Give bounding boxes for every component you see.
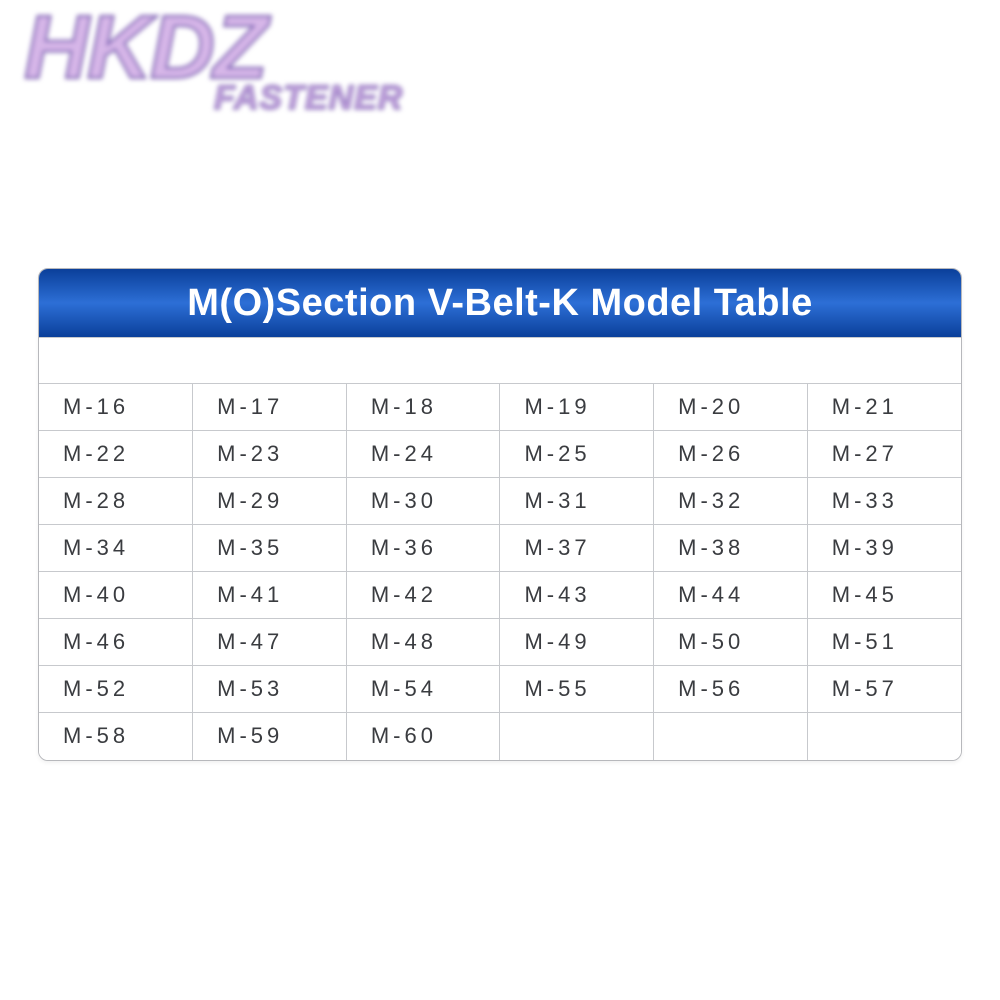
table-cell: M-19 xyxy=(500,384,654,431)
table-cell: M-59 xyxy=(193,713,347,760)
brand-logo: HKDZ FASTENER xyxy=(24,10,403,118)
table-cell: M-50 xyxy=(654,619,808,666)
table-cell: M-57 xyxy=(807,666,961,713)
table-cell: M-28 xyxy=(39,478,193,525)
table-cell: M-37 xyxy=(500,525,654,572)
table-cell: M-48 xyxy=(346,619,500,666)
table-cell: M-55 xyxy=(500,666,654,713)
table-cell: M-49 xyxy=(500,619,654,666)
table-cell: M-53 xyxy=(193,666,347,713)
table-cell: M-25 xyxy=(500,431,654,478)
table-cell: M-22 xyxy=(39,431,193,478)
table-row: M-16M-17M-18M-19M-20M-21 xyxy=(39,384,961,431)
table-cell: M-20 xyxy=(654,384,808,431)
table-cell: M-26 xyxy=(654,431,808,478)
table-title: M(O)Section V-Belt-K Model Table xyxy=(39,269,961,337)
table-cell: M-23 xyxy=(193,431,347,478)
table-cell: M-42 xyxy=(346,572,500,619)
table-cell: M-46 xyxy=(39,619,193,666)
table-cell: M-40 xyxy=(39,572,193,619)
table-cell: M-32 xyxy=(654,478,808,525)
table-cell: M-30 xyxy=(346,478,500,525)
table-cell: M-21 xyxy=(807,384,961,431)
table-row: M-22M-23M-24M-25M-26M-27 xyxy=(39,431,961,478)
table-cell: M-52 xyxy=(39,666,193,713)
table-row: M-46M-47M-48M-49M-50M-51 xyxy=(39,619,961,666)
table-spacer-row xyxy=(39,337,961,383)
table-cell: M-24 xyxy=(346,431,500,478)
table-cell: M-56 xyxy=(654,666,808,713)
table-cell: M-31 xyxy=(500,478,654,525)
model-table-container: M(O)Section V-Belt-K Model Table M-16M-1… xyxy=(38,268,962,761)
model-table: M-16M-17M-18M-19M-20M-21M-22M-23M-24M-25… xyxy=(39,383,961,760)
table-cell: M-27 xyxy=(807,431,961,478)
table-row: M-34M-35M-36M-37M-38M-39 xyxy=(39,525,961,572)
table-cell xyxy=(500,713,654,760)
table-cell: M-58 xyxy=(39,713,193,760)
logo-main-text: HKDZ xyxy=(24,10,403,87)
table-cell: M-17 xyxy=(193,384,347,431)
table-cell: M-16 xyxy=(39,384,193,431)
table-cell: M-36 xyxy=(346,525,500,572)
table-cell: M-41 xyxy=(193,572,347,619)
table-cell: M-18 xyxy=(346,384,500,431)
table-row: M-40M-41M-42M-43M-44M-45 xyxy=(39,572,961,619)
table-cell xyxy=(807,713,961,760)
table-cell: M-51 xyxy=(807,619,961,666)
table-cell: M-29 xyxy=(193,478,347,525)
table-cell: M-43 xyxy=(500,572,654,619)
table-cell: M-54 xyxy=(346,666,500,713)
table-cell: M-39 xyxy=(807,525,961,572)
logo-sub-text: FASTENER xyxy=(214,79,403,118)
table-cell: M-44 xyxy=(654,572,808,619)
table-cell: M-60 xyxy=(346,713,500,760)
table-cell: M-34 xyxy=(39,525,193,572)
table-cell: M-33 xyxy=(807,478,961,525)
table-row: M-52M-53M-54M-55M-56M-57 xyxy=(39,666,961,713)
table-row: M-58M-59M-60 xyxy=(39,713,961,760)
table-cell: M-45 xyxy=(807,572,961,619)
table-cell: M-35 xyxy=(193,525,347,572)
table-cell: M-47 xyxy=(193,619,347,666)
table-cell: M-38 xyxy=(654,525,808,572)
table-row: M-28M-29M-30M-31M-32M-33 xyxy=(39,478,961,525)
table-cell xyxy=(654,713,808,760)
